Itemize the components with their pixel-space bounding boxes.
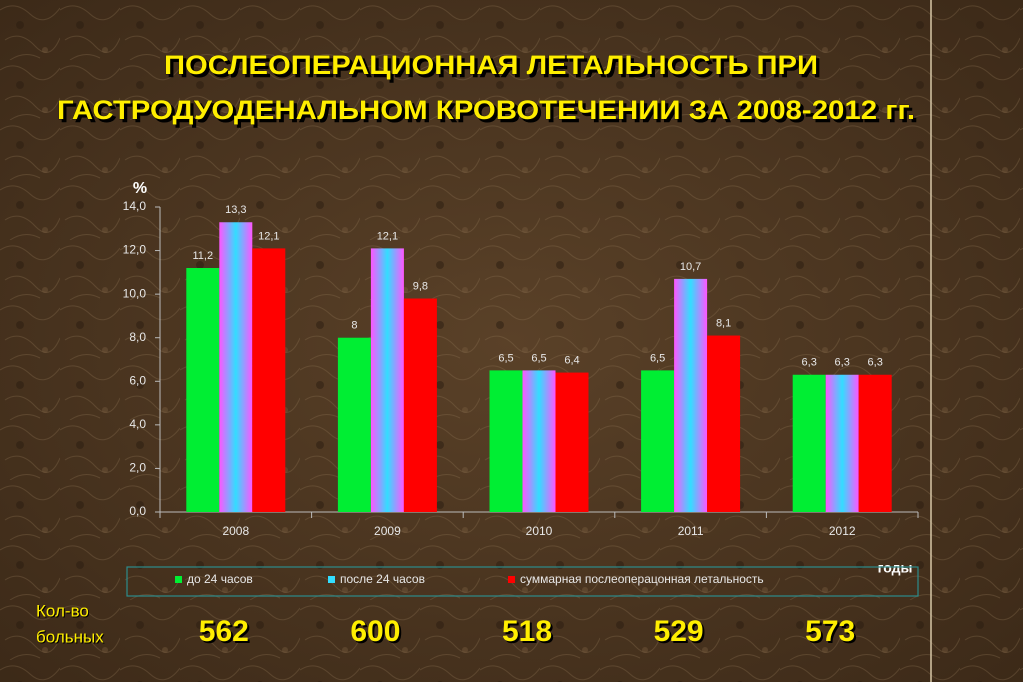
y-tick-label: 4,0 [129,417,146,431]
x-tick-label: 2012 [829,524,856,538]
patient-count: 600 [350,615,400,648]
x-tick-label: 2008 [222,524,249,538]
value-label: 13,3 [225,204,246,216]
patients-label: Кол-во [36,601,89,620]
value-label: 6,3 [802,357,817,369]
y-tick-label: 2,0 [129,461,146,475]
patient-count: 573 [805,615,855,648]
x-tick-label: 2010 [526,524,553,538]
bar [219,222,253,512]
bar [707,335,741,512]
legend-swatch [508,576,515,583]
bar [370,248,404,512]
value-label: 8 [351,320,357,332]
bar [522,370,556,512]
patient-count: 562 [199,615,249,648]
y-tick-label: 10,0 [123,286,147,300]
value-label: 10,7 [680,261,701,273]
value-label: 9,8 [413,280,428,292]
bar [825,374,859,512]
value-label: 6,4 [564,354,579,366]
y-tick-label: 6,0 [129,373,146,387]
bar [403,298,437,512]
y-tick-label: 0,0 [129,504,146,518]
bar [252,248,286,512]
bar [186,268,220,512]
value-label: 12,1 [258,230,279,242]
legend-box [126,566,919,597]
legend-label: до 24 часов [187,572,253,586]
legend-label: суммарная послеоперацонная летальность [520,572,764,586]
legend-swatch [328,576,335,583]
x-axis-label: годы [878,560,913,576]
legend-label: после 24 часов [340,572,425,586]
patients-label: больных [36,627,104,646]
title-line: ПОСЛЕОПЕРАЦИОННАЯ ЛЕТАЛЬНОСТЬ ПРИ [164,50,818,80]
value-label: 6,5 [498,352,513,364]
legend-swatch [175,576,182,583]
patient-count: 518 [502,615,552,648]
bar [641,370,675,512]
bar [792,374,826,512]
patient-count: 529 [654,615,704,648]
y-tick-label: 14,0 [123,199,147,213]
value-label: 6,3 [835,357,850,369]
value-label: 6,5 [650,352,665,364]
bar [489,370,523,512]
bar [555,372,589,512]
x-tick-label: 2009 [374,524,401,538]
title-line: ГАСТРОДУОДЕНАЛЬНОМ КРОВОТЕЧЕНИИ ЗА 2008-… [57,95,915,125]
bar [858,374,892,512]
value-label: 11,2 [193,250,214,262]
value-label: 6,5 [531,352,546,364]
value-label: 6,3 [868,357,883,369]
x-tick-label: 2011 [678,524,704,538]
y-tick-label: 12,0 [123,243,147,257]
value-label: 8,1 [716,317,731,329]
y-axis-label: % [133,180,147,197]
y-tick-label: 8,0 [129,330,146,344]
bar [674,278,708,512]
value-label: 12,1 [377,230,398,242]
bar [337,337,371,512]
